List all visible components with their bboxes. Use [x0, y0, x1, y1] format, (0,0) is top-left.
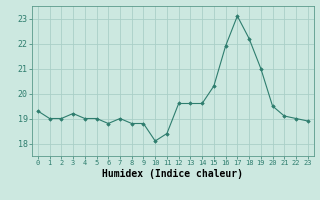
X-axis label: Humidex (Indice chaleur): Humidex (Indice chaleur): [102, 169, 243, 179]
